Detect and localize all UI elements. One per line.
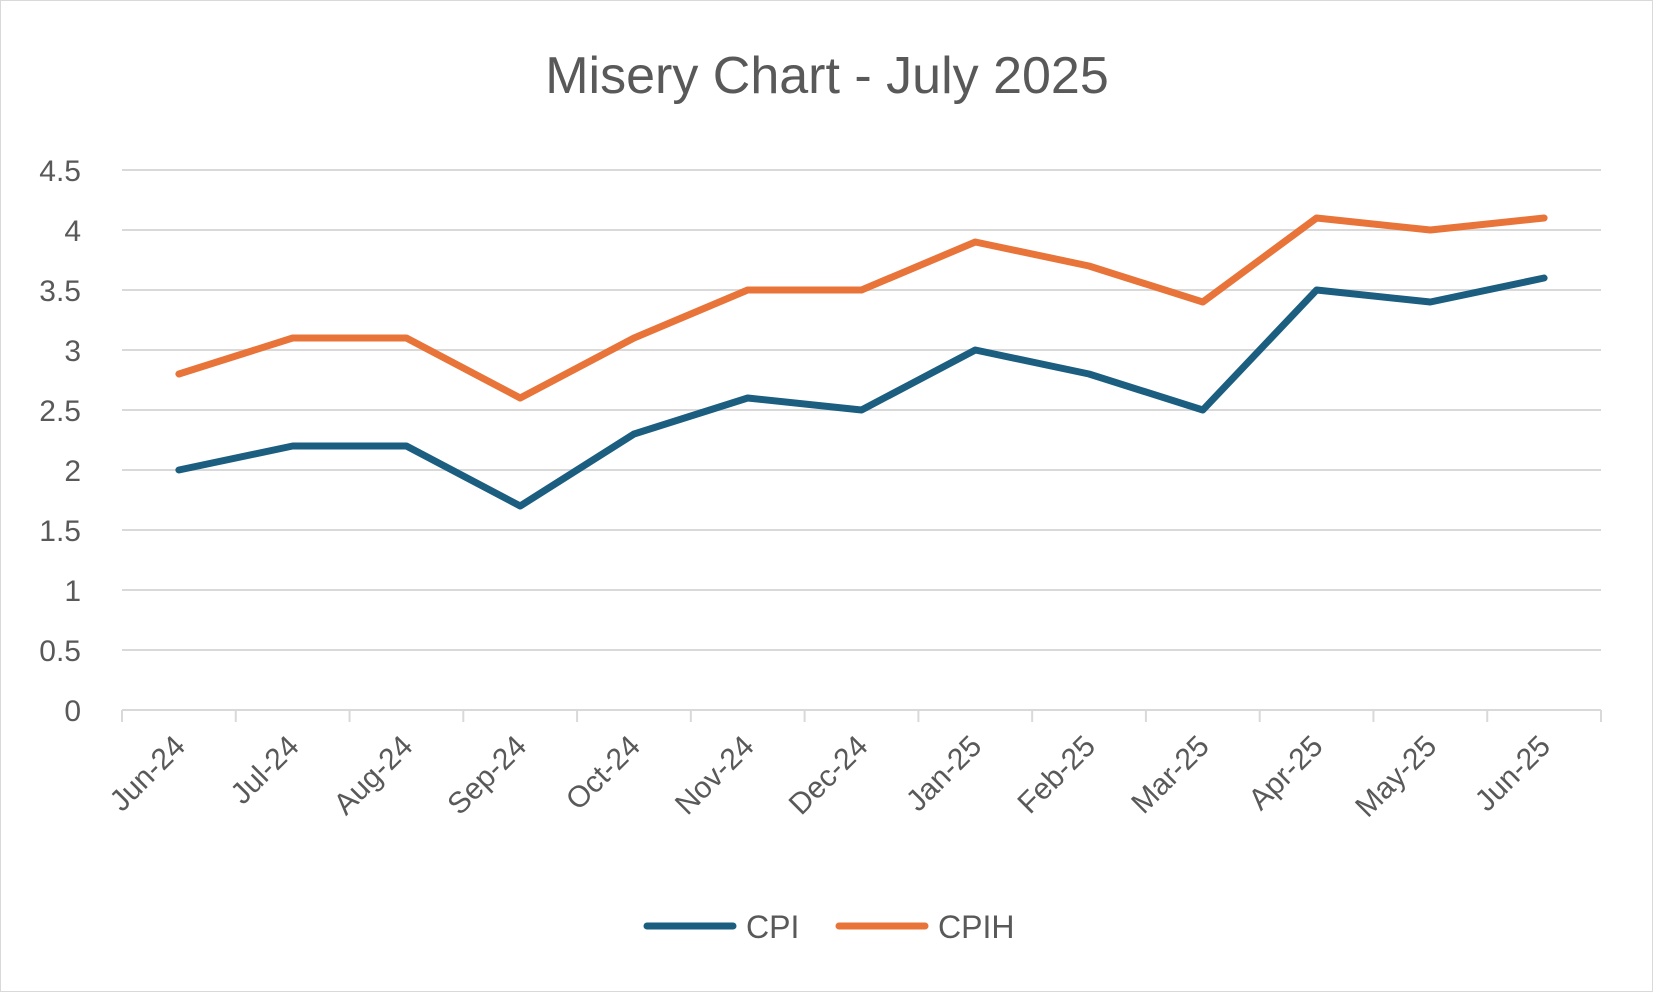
y-tick-label: 2 <box>64 455 81 488</box>
x-tick-label: Aug-24 <box>328 730 420 822</box>
y-tick-label: 4.5 <box>39 155 81 188</box>
y-tick-label: 0 <box>64 695 81 728</box>
legend-label-cpih: CPIH <box>938 909 1014 945</box>
series-line-cpih <box>179 218 1544 398</box>
y-tick-label: 3 <box>64 335 81 368</box>
y-tick-label: 3.5 <box>39 275 81 308</box>
x-tick-label: Mar-25 <box>1125 730 1216 821</box>
x-tick-label: May-25 <box>1349 730 1443 824</box>
x-tick-label: Feb-25 <box>1011 730 1102 821</box>
x-tick-label: Jun-24 <box>104 730 192 818</box>
y-tick-label: 2.5 <box>39 395 81 428</box>
y-tick-label: 0.5 <box>39 635 81 668</box>
x-tick-label: Jun-25 <box>1469 730 1557 818</box>
series-lines <box>179 218 1544 506</box>
legend-label-cpi: CPI <box>746 909 799 945</box>
x-tick-label: Nov-24 <box>669 730 761 822</box>
legend: CPI CPIH <box>647 909 1014 945</box>
x-tick-label: Apr-25 <box>1243 730 1330 817</box>
x-tick-label: Jan-25 <box>900 730 988 818</box>
x-tick-label: Oct-24 <box>560 730 647 817</box>
x-tick-label: Sep-24 <box>441 730 533 822</box>
chart-title: Misery Chart - July 2025 <box>545 47 1109 105</box>
y-tick-label: 1 <box>64 575 81 608</box>
series-line-cpi <box>179 278 1544 506</box>
y-tick-label: 4 <box>64 215 81 248</box>
x-tick-label: Dec-24 <box>783 730 875 822</box>
y-tick-label: 1.5 <box>39 515 81 548</box>
x-tick-label: Jul-24 <box>224 730 305 811</box>
y-axis-tick-labels: 0 0.5 1 1.5 2 2.5 3 3.5 4 4.5 <box>39 155 81 728</box>
